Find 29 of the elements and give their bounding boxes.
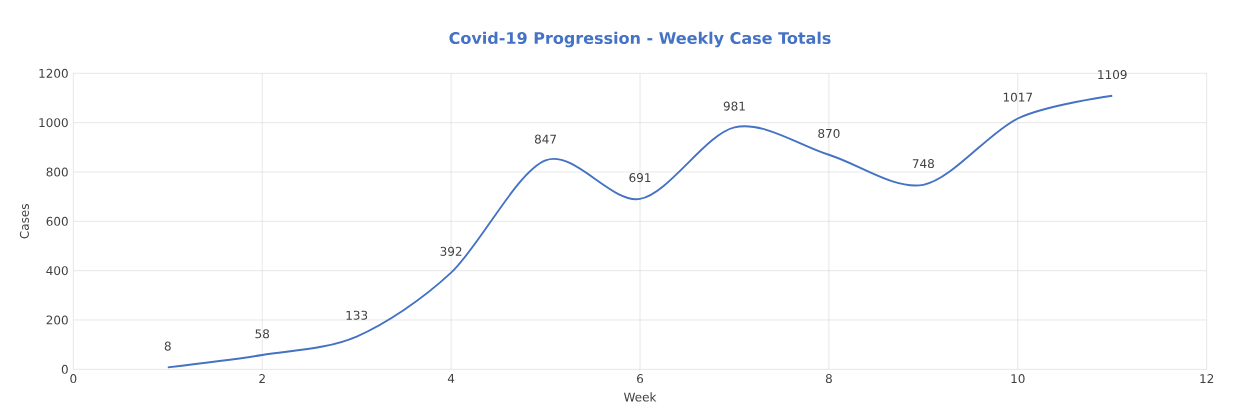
data-label: 870 bbox=[818, 128, 840, 139]
data-label: 981 bbox=[723, 101, 745, 111]
x-tick-label: 2 bbox=[259, 374, 265, 383]
x-axis-title: Week bbox=[623, 392, 657, 402]
x-tick-label: 4 bbox=[447, 374, 455, 383]
line-series bbox=[166, 94, 1114, 369]
x-tick-label: 6 bbox=[637, 374, 644, 384]
data-label: 847 bbox=[534, 134, 556, 144]
data-label: 8 bbox=[164, 341, 171, 351]
x-tick-label: 8 bbox=[825, 374, 832, 384]
chart-title: Covid-19 Progression - Weekly Case Totals bbox=[449, 31, 831, 48]
data-label: 1017 bbox=[1003, 92, 1033, 102]
x-tick-label: 12 bbox=[1200, 374, 1214, 383]
y-tick-label: 400 bbox=[46, 266, 68, 276]
y-tick-label: 1000 bbox=[39, 118, 68, 128]
x-tick-label: 10 bbox=[1011, 374, 1025, 384]
y-tick-label: 1200 bbox=[39, 68, 68, 78]
x-tick-label: 0 bbox=[70, 374, 77, 384]
y-axis-title: Cases bbox=[19, 204, 29, 239]
y-tick-label: 600 bbox=[46, 216, 68, 226]
data-label: 691 bbox=[629, 173, 651, 183]
data-label: 133 bbox=[346, 310, 368, 320]
data-label: 748 bbox=[912, 159, 934, 169]
data-label: 392 bbox=[440, 246, 462, 256]
data-label: 1109 bbox=[1098, 69, 1127, 80]
y-tick-label: 200 bbox=[46, 315, 68, 325]
data-label: 58 bbox=[255, 329, 270, 339]
y-tick-label: 0 bbox=[61, 364, 68, 374]
y-tick-label: 800 bbox=[46, 167, 68, 177]
